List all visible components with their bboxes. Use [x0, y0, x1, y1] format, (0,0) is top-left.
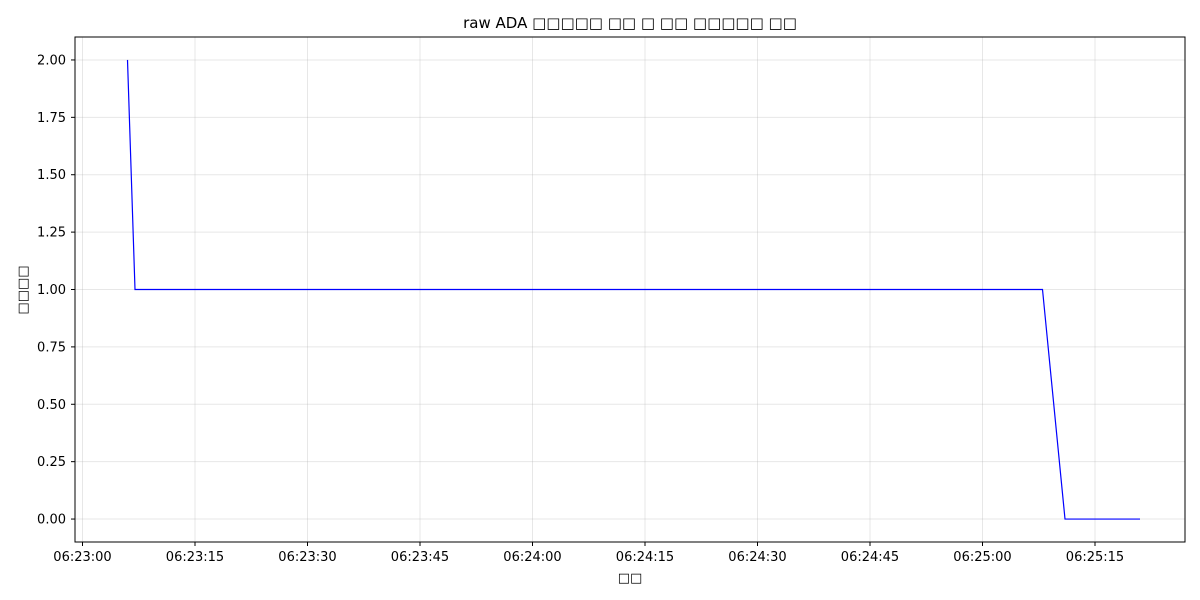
x-tick-label: 06:25:15 — [1066, 550, 1124, 565]
y-axis-label: □□□□ — [16, 265, 31, 314]
x-tick-label: 06:25:00 — [953, 550, 1011, 565]
y-axis-ticks: 0.00 0.25 0.50 0.75 1.00 1.25 1.50 1.75 2.00 — [37, 53, 75, 528]
series-layer — [126, 59, 1140, 520]
y-tick-label: 0.75 — [37, 340, 66, 355]
y-tick-label: 0.25 — [37, 455, 66, 470]
x-axis-ticks: 06:23:00 06:23:15 06:23:30 06:23:45 06:24:00… — [53, 542, 1124, 565]
x-tick-label: 06:23:00 — [53, 550, 111, 565]
y-tick-label: 1.75 — [37, 111, 66, 126]
y-tick-label: 0.00 — [37, 513, 66, 528]
x-tick-label: 06:24:45 — [841, 550, 899, 565]
y-tick-label: 2.00 — [37, 53, 66, 68]
x-tick-label: 06:24:00 — [503, 550, 561, 565]
grid-layer — [75, 37, 1185, 542]
chart-title: raw ADA □□□□□ □□ □ □□ □□□□□ □□ — [463, 14, 797, 32]
x-tick-label: 06:23:30 — [278, 550, 336, 565]
y-tick-label: 1.00 — [37, 283, 66, 298]
x-axis-label: □□ — [618, 571, 643, 586]
x-tick-label: 06:23:15 — [166, 550, 224, 565]
y-tick-label: 0.50 — [37, 398, 66, 413]
series-line — [126, 59, 1140, 520]
x-tick-label: 06:24:15 — [616, 550, 674, 565]
y-tick-label: 1.50 — [37, 168, 66, 183]
x-tick-label: 06:23:45 — [391, 550, 449, 565]
x-tick-label: 06:24:30 — [728, 550, 786, 565]
y-tick-label: 1.25 — [37, 226, 66, 241]
